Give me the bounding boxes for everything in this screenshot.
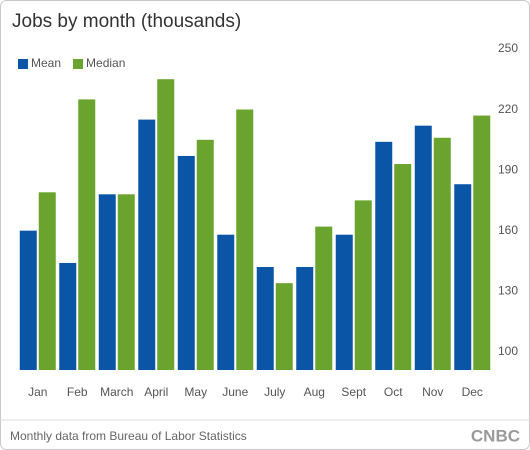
legend-label: Mean <box>31 56 61 70</box>
bar <box>256 267 274 370</box>
bar <box>78 99 96 371</box>
bar <box>296 267 314 370</box>
y-tick-label: 160 <box>498 223 518 237</box>
logo: CNBC <box>471 426 520 445</box>
bar <box>157 79 175 371</box>
bar <box>433 137 451 370</box>
bar <box>117 194 135 370</box>
source: Monthly data from Bureau of Labor Statis… <box>10 429 247 443</box>
bar <box>315 226 333 370</box>
bar <box>414 125 432 370</box>
x-tick-label: Feb <box>67 385 88 399</box>
y-tick-label: 220 <box>498 102 518 116</box>
bar <box>354 200 372 370</box>
y-tick-label: 250 <box>498 41 518 55</box>
bar <box>217 234 235 370</box>
bar <box>98 194 116 370</box>
x-tick-label: April <box>144 385 168 399</box>
bar <box>138 119 156 370</box>
bar <box>335 234 353 370</box>
bar <box>59 262 77 370</box>
bar <box>196 139 214 370</box>
bar <box>275 283 293 370</box>
bar <box>394 164 412 370</box>
x-tick-label: Aug <box>304 385 325 399</box>
bar <box>177 155 195 370</box>
y-tick-label: 100 <box>498 344 518 358</box>
bar <box>375 141 393 370</box>
bar <box>454 184 472 370</box>
y-tick-label: 190 <box>498 162 518 176</box>
bar <box>38 192 56 370</box>
x-tick-label: July <box>264 385 285 399</box>
x-tick-label: Jan <box>28 385 47 399</box>
x-tick-label: Dec <box>462 385 483 399</box>
legend-swatch <box>18 59 28 69</box>
legend-swatch <box>73 59 84 69</box>
x-tick-label: Sept <box>341 385 366 399</box>
y-tick-label: 130 <box>498 283 518 297</box>
x-tick-label: Nov <box>422 385 443 399</box>
bar <box>19 230 37 370</box>
x-tick-label: Oct <box>384 385 403 399</box>
chart-title: Jobs by month (thousands) <box>12 11 241 32</box>
bar <box>236 109 254 370</box>
x-tick-label: May <box>184 385 207 399</box>
legend-label: Median <box>86 56 125 70</box>
x-tick-label: June <box>222 385 248 399</box>
x-tick-label: March <box>100 385 133 399</box>
bar <box>473 115 491 371</box>
